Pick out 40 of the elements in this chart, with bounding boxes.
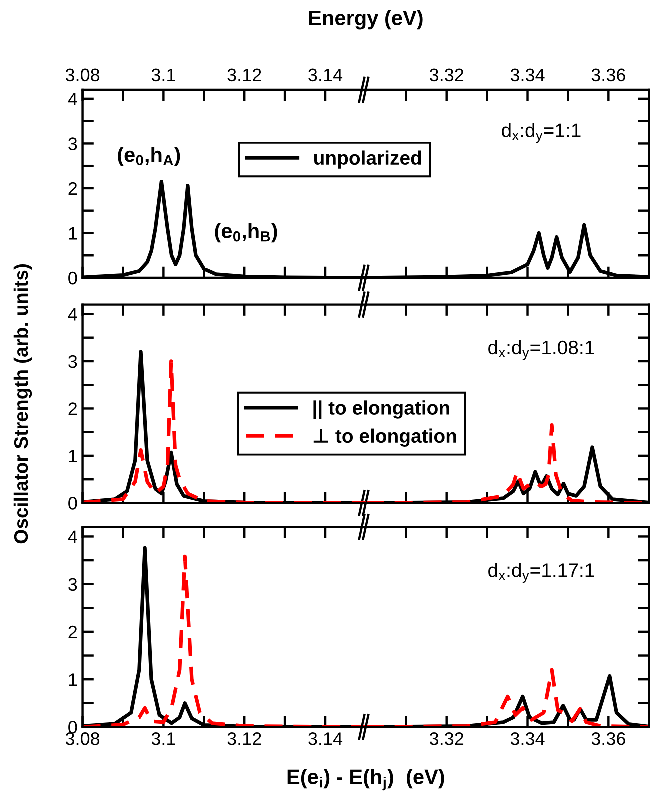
x2-tick-label: 3.14 bbox=[308, 68, 343, 82]
legend-label: ⊥ to elongation bbox=[314, 428, 456, 448]
y-tick-label: 4 bbox=[68, 93, 78, 106]
x2-tick-label: 3.1 bbox=[152, 68, 176, 82]
y-tick-label: 2 bbox=[68, 626, 78, 639]
x-tick-label: 3.36 bbox=[592, 732, 626, 746]
y-tick-label: 1 bbox=[69, 674, 78, 686]
x-axis-title: E(e$_{i}$) - E(h$_{j}$) (eV) bbox=[288, 769, 444, 791]
annotation: d$_{x}$:d$_{y}$=1:1 bbox=[502, 123, 581, 144]
x2-tick-label: 3.12 bbox=[228, 68, 262, 82]
annotation: (e$_{0}$,h$_{A}$) bbox=[118, 146, 180, 166]
x2-tick-label: 3.34 bbox=[510, 68, 545, 82]
x-tick-label: 3.08 bbox=[66, 732, 100, 746]
legend-label: || to elongation bbox=[314, 400, 450, 420]
y-tick-label: 4 bbox=[68, 530, 78, 544]
x2-tick-label: 3.08 bbox=[66, 68, 100, 82]
x2-tick-label: 3.36 bbox=[592, 68, 626, 82]
y-tick-label: 3 bbox=[68, 355, 78, 368]
y-tick-label: 1 bbox=[69, 227, 78, 240]
y-tick-label: 2 bbox=[68, 182, 78, 196]
x-tick-label: 3.1 bbox=[152, 732, 176, 746]
x2-tick-label: 3.32 bbox=[430, 68, 464, 82]
annotation: d$_{x}$:d$_{y}$=1.17:1 bbox=[488, 563, 594, 584]
y-tick-label: 0 bbox=[68, 721, 78, 734]
x-tick-label: 3.32 bbox=[430, 732, 464, 746]
y-tick-label: 3 bbox=[68, 138, 78, 150]
y-tick-label: 4 bbox=[68, 308, 78, 321]
y-tick-label: 0 bbox=[68, 272, 78, 285]
x-tick-label: 3.14 bbox=[308, 732, 343, 746]
x-tick-label: 3.12 bbox=[228, 732, 262, 746]
annotation: d$_{x}$:d$_{y}$=1.08:1 bbox=[488, 340, 594, 360]
y-tick-label: 1 bbox=[69, 450, 78, 463]
y-tick-label: 3 bbox=[68, 578, 78, 592]
x-tick-label: 3.34 bbox=[510, 732, 545, 746]
y-axis-title: Oscillator Strength (arb. units) bbox=[14, 264, 32, 544]
legend-label: unpolarized bbox=[314, 150, 422, 169]
x2-axis-title: Energy (eV) bbox=[309, 10, 423, 30]
y-tick-label: 0 bbox=[68, 497, 78, 510]
annotation: (e$_{0}$,h$_{B}$) bbox=[215, 223, 278, 243]
y-tick-label: 2 bbox=[68, 402, 78, 416]
